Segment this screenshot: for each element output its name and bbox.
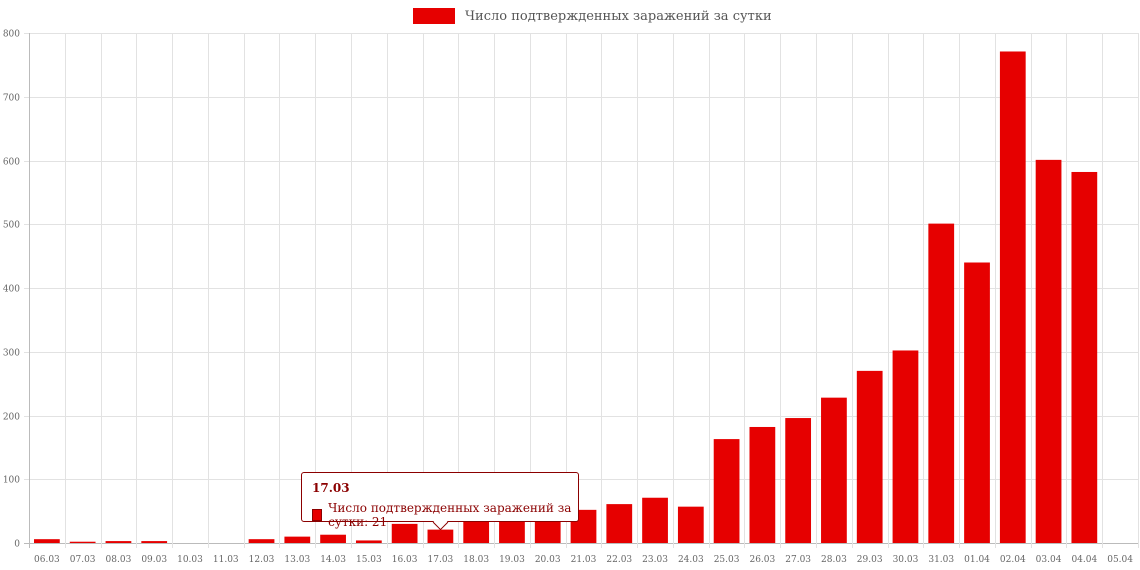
x-tick-label: 11.03: [213, 555, 239, 565]
bar: [534, 520, 561, 543]
x-tick-label: 24.03: [678, 555, 704, 565]
x-tick-label: 10.03: [177, 555, 203, 565]
bar: [427, 529, 454, 543]
bar: [284, 536, 311, 543]
bar: [928, 223, 955, 544]
bar: [606, 504, 633, 543]
y-axis-tick-labels: 0 100 200 300 400 500 600 700 800: [3, 30, 20, 550]
x-tick-label: 09.03: [141, 555, 167, 565]
x-tick-label: 31.03: [928, 555, 954, 565]
y-tick-label: 300: [3, 349, 20, 359]
x-tick-label: 01.04: [964, 555, 990, 565]
tooltip-swatch: [312, 509, 323, 521]
x-tick-label: 21.03: [571, 555, 597, 565]
y-tick-label: 500: [3, 221, 20, 231]
x-tick-label: 25.03: [714, 555, 740, 565]
x-tick-label: 18.03: [463, 555, 489, 565]
chart-legend[interactable]: Число подтвержденных заражений за сутки: [413, 8, 772, 24]
bar: [713, 439, 740, 543]
bar: [463, 520, 490, 543]
bar: [999, 51, 1026, 544]
bar: [785, 418, 812, 543]
bar-tooltip: 17.03 Число подтвержденных заражений за …: [301, 472, 579, 531]
legend-swatch: [413, 8, 455, 24]
y-tick-label: 700: [3, 94, 20, 104]
x-tick-label: 30.03: [893, 555, 919, 565]
x-tick-label: 13.03: [284, 555, 310, 565]
legend-label: Число подтвержденных заражений за сутки: [465, 8, 772, 24]
y-tick-label: 200: [3, 413, 20, 423]
tooltip-title: 17.03: [312, 481, 350, 495]
x-tick-label: 16.03: [392, 555, 418, 565]
x-tick-label: 29.03: [857, 555, 883, 565]
bar: [964, 262, 990, 543]
bar: [320, 534, 346, 543]
tooltip-row: Число подтвержденных заражений за сутки:…: [312, 501, 578, 529]
bar: [355, 540, 382, 543]
bar: [499, 521, 525, 543]
chart-bars: [34, 51, 1098, 544]
x-tick-label: 22.03: [606, 555, 632, 565]
y-tick-label: 800: [3, 30, 20, 40]
y-tick-label: 0: [14, 540, 20, 550]
bar: [642, 497, 668, 543]
bar: [69, 541, 96, 543]
x-tick-label: 03.04: [1036, 555, 1062, 565]
bar: [1035, 159, 1062, 544]
bar: [821, 397, 847, 543]
x-tick-label: 05.04: [1107, 555, 1133, 565]
tooltip-text: Число подтвержденных заражений за сутки:…: [328, 501, 572, 529]
bar: [856, 370, 883, 543]
bar: [749, 426, 776, 543]
x-tick-label: 27.03: [785, 555, 811, 565]
x-tick-label: 07.03: [70, 555, 96, 565]
x-tick-label: 12.03: [249, 555, 275, 565]
bar: [105, 541, 132, 543]
y-tick-label: 400: [3, 285, 20, 295]
x-tick-label: 15.03: [356, 555, 382, 565]
x-tick-label: 23.03: [642, 555, 668, 565]
chart-grid: [24, 33, 1139, 548]
bar: [248, 539, 275, 543]
y-tick-label: 100: [3, 476, 20, 486]
bar: [1071, 171, 1098, 543]
bar: [34, 539, 60, 543]
x-tick-label: 04.04: [1071, 555, 1097, 565]
x-tick-label: 17.03: [428, 555, 454, 565]
x-tick-label: 20.03: [535, 555, 561, 565]
bar: [391, 523, 418, 543]
x-tick-label: 08.03: [106, 555, 132, 565]
x-tick-label: 06.03: [34, 555, 60, 565]
y-tick-label: 600: [3, 158, 20, 168]
x-tick-label: 19.03: [499, 555, 525, 565]
x-tick-label: 02.04: [1000, 555, 1026, 565]
bar: [141, 541, 168, 543]
bar: [892, 350, 919, 543]
x-tick-label: 28.03: [821, 555, 847, 565]
x-tick-label: 26.03: [749, 555, 775, 565]
x-tick-label: 14.03: [320, 555, 346, 565]
x-axis-tick-labels: 06.03 07.03 08.03 09.03 10.03 11.03 12.03 13.03…: [34, 555, 1133, 565]
bar: [677, 506, 704, 543]
